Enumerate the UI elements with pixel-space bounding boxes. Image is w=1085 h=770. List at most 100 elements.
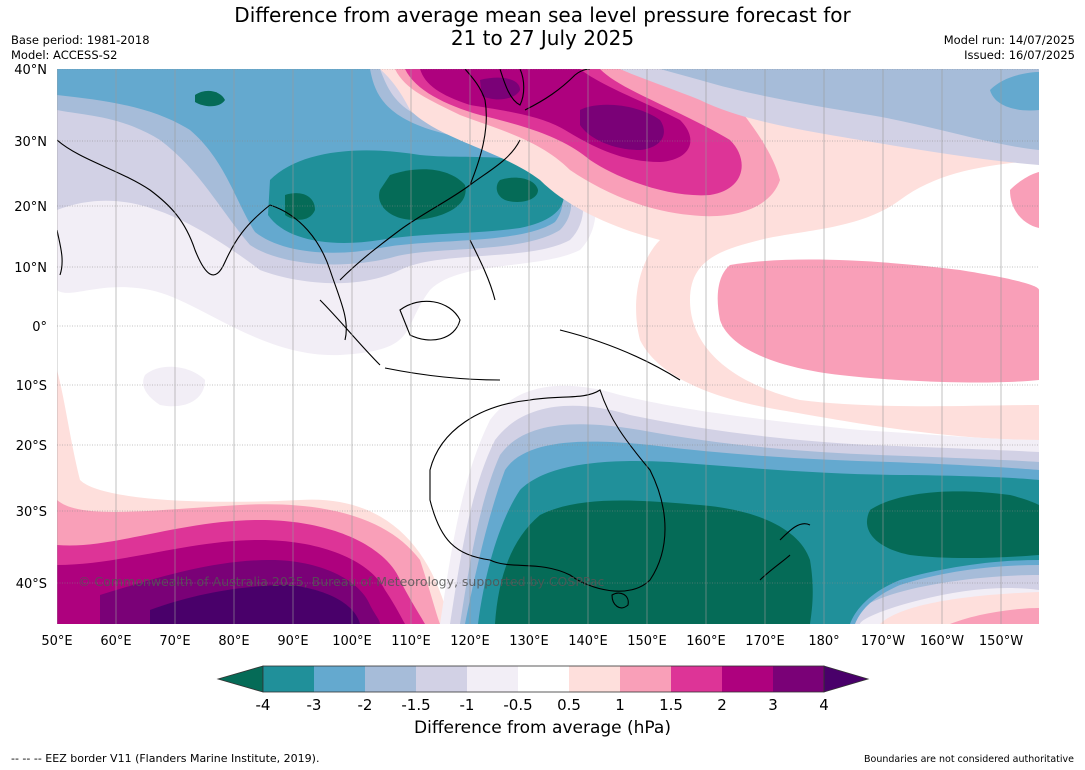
anomaly-neg-4-north-c — [285, 193, 315, 220]
lon-label-170e: 170°E — [745, 634, 785, 649]
australia-coast — [429, 389, 666, 592]
lon-label-110e: 110°E — [391, 634, 431, 649]
lat-label-20n: 20°N — [14, 200, 47, 215]
colorbar-swatch — [671, 666, 723, 692]
colorbar: -4 -3 -2 -1.5 -1 -0.5 0.5 1 1.5 2 3 4 — [216, 665, 870, 714]
latitude-labels: 40°N 30°N 20°N 10°N 0° 10°S 20°S 30°S 40… — [14, 63, 47, 592]
lat-label-30s: 30°S — [16, 505, 47, 520]
issued-date: Issued: 16/07/2025 — [964, 48, 1075, 62]
lon-label-100e: 100°E — [332, 634, 372, 649]
borneo-coast — [399, 300, 461, 341]
colorbar-swatch — [314, 666, 366, 692]
anomaly-neg-4-north-b — [496, 177, 538, 202]
tasmania-coast — [611, 592, 629, 609]
lon-label-150w: 150°W — [979, 634, 1023, 649]
model-run: Model run: 14/07/2025 — [943, 33, 1075, 47]
gridlines — [57, 69, 1039, 584]
lon-label-90e: 90°E — [277, 634, 308, 649]
arabia-coast — [57, 229, 63, 276]
anomaly-pos-1-central — [717, 259, 1039, 383]
lon-label-140e: 140°E — [568, 634, 608, 649]
coastlines — [57, 69, 811, 609]
anomaly-neg-4-south — [495, 500, 813, 624]
lon-label-160w: 160°W — [920, 634, 964, 649]
colorbar-tick-label: 1 — [615, 696, 625, 714]
lat-label-20s: 20°S — [16, 439, 47, 454]
lat-label-0: 0° — [32, 320, 47, 335]
colorbar-tick-label: -0.5 — [503, 696, 532, 714]
lon-label-150e: 150°E — [627, 634, 667, 649]
new-guinea-coast — [559, 329, 681, 381]
japan-coast — [524, 69, 591, 111]
colorbar-tick-label: 2 — [717, 696, 727, 714]
lon-label-70e: 70°E — [159, 634, 190, 649]
colorbar-swatch — [467, 666, 519, 692]
korea-coast — [499, 69, 525, 106]
lon-label-120e: 120°E — [450, 634, 490, 649]
colorbar-swatch — [569, 666, 621, 692]
lon-label-160e: 160°E — [686, 634, 726, 649]
colorbar-tick-label: -3 — [307, 696, 322, 714]
anomaly-pos-1-east — [1010, 172, 1039, 228]
sumatra-coast — [319, 299, 381, 366]
colorbar-tick-label: 1.5 — [659, 696, 683, 714]
colorbar-tick-label: -1.5 — [401, 696, 430, 714]
anomaly-neg-2-ne — [990, 72, 1039, 111]
colorbar-tick-label: -4 — [256, 696, 271, 714]
colorbar-frame — [262, 665, 825, 693]
colorbar-swatches — [216, 665, 870, 693]
china-coast — [464, 69, 487, 186]
colorbar-tick-label: 4 — [819, 696, 829, 714]
title-line-2: 21 to 27 July 2025 — [450, 26, 635, 50]
colorbar-swatch — [365, 666, 417, 692]
base-period: Base period: 1981-2018 — [11, 33, 150, 47]
colorbar-swatch — [722, 666, 774, 692]
india-coast — [57, 139, 271, 276]
meta-left: Base period: 1981-2018 Model: ACCESS-S2 — [11, 33, 150, 63]
colorbar-title: Difference from average (hPa) — [414, 718, 671, 738]
philippines-coast — [469, 239, 496, 301]
colorbar-swatch — [263, 666, 315, 692]
anomaly-pos-4-south — [150, 585, 360, 624]
boundaries-note: Boundaries are not considered authoritat… — [864, 754, 1074, 765]
map-title: Difference from average mean sea level p… — [0, 4, 1085, 50]
copyright-notice: © Commonwealth of Australia 2025, Bureau… — [78, 574, 604, 589]
colorbar-tick-label: 0.5 — [557, 696, 581, 714]
lat-label-40n: 40°N — [14, 63, 47, 78]
meridians — [57, 69, 1002, 624]
lat-label-10s: 10°S — [16, 379, 47, 394]
anomaly-field: © Commonwealth of Australia 2025, Bureau… — [57, 69, 1039, 624]
colorbar-arrow-high — [823, 665, 870, 693]
colorbar-tick-label: -1 — [460, 696, 475, 714]
colorbar-swatch — [773, 666, 825, 692]
lon-label-80e: 80°E — [218, 634, 249, 649]
title-line-1: Difference from average mean sea level p… — [234, 3, 851, 27]
anomaly-neg-weak-indian — [143, 366, 205, 407]
colorbar-swatch — [620, 666, 672, 692]
lat-label-40s: 40°S — [16, 577, 47, 592]
anomaly-neg-4-south-east — [866, 491, 1039, 559]
eez-border-note: -- -- -- EEZ border V11 (Flanders Marine… — [11, 752, 320, 765]
colorbar-swatch — [518, 666, 570, 692]
pressure-anomaly-map: © Commonwealth of Australia 2025, Bureau… — [14, 63, 1039, 649]
anomaly-neg-15-ne — [660, 69, 1039, 150]
lat-label-10n: 10°N — [14, 261, 47, 276]
colorbar-tick-label: -2 — [358, 696, 373, 714]
longitude-labels: 50°E 60°E 70°E 80°E 90°E 100°E 110°E 120… — [41, 634, 1023, 649]
java-coast — [384, 367, 501, 381]
lon-label-180: 180° — [808, 634, 839, 649]
anomaly-neg-4-north — [379, 169, 466, 220]
anomaly-neg-4-tibet — [195, 90, 225, 107]
anomaly-pos-3-north — [580, 104, 664, 150]
meta-right: Model run: 14/07/2025 Issued: 16/07/2025 — [944, 33, 1075, 63]
colorbar-swatch — [416, 666, 468, 692]
model-name: Model: ACCESS-S2 — [11, 48, 118, 62]
lon-label-50e: 50°E — [41, 634, 72, 649]
lon-label-130e: 130°E — [509, 634, 549, 649]
lon-label-60e: 60°E — [100, 634, 131, 649]
anomaly-pos-1-se — [950, 608, 1039, 624]
lat-label-30n: 30°N — [14, 135, 47, 150]
colorbar-tick-label: 3 — [768, 696, 778, 714]
lon-label-170w: 170°W — [861, 634, 905, 649]
colorbar-labels: -4 -3 -2 -1.5 -1 -0.5 0.5 1 1.5 2 3 4 — [256, 696, 829, 714]
